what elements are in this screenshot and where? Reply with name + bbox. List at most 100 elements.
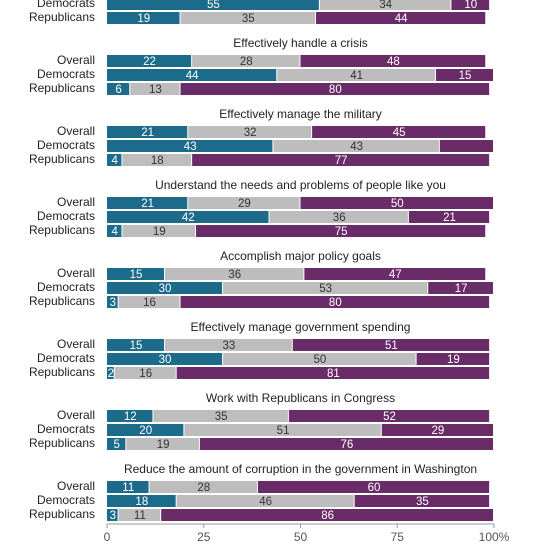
- bar-segment: [416, 353, 490, 365]
- bar-segment: [130, 83, 180, 95]
- value-label: 29: [238, 198, 251, 210]
- bar-segment: [107, 154, 122, 166]
- value-label: 16: [143, 297, 156, 309]
- category-label: Democrats: [37, 422, 95, 436]
- bar-segment: [107, 197, 188, 209]
- value-label: 21: [443, 212, 456, 224]
- bar-segment: [188, 197, 300, 209]
- bar-segment: [107, 353, 223, 365]
- bar-segment: [381, 424, 493, 436]
- value-label: 41: [350, 70, 363, 82]
- value-label: 60: [368, 482, 381, 494]
- value-label: 76: [341, 439, 354, 451]
- value-label: 20: [139, 425, 152, 437]
- bar-segment: [107, 12, 180, 24]
- value-label: 44: [186, 70, 199, 82]
- value-label: 6: [115, 84, 121, 96]
- value-label: 51: [277, 425, 290, 437]
- value-label: 19: [447, 354, 460, 366]
- bar-segment: [107, 424, 184, 436]
- bar-segment: [199, 438, 493, 450]
- bar-segment: [107, 83, 130, 95]
- group-title: Understand the needs and problems of peo…: [155, 178, 446, 192]
- value-label: 19: [137, 13, 150, 25]
- value-label: 28: [197, 482, 210, 494]
- group-title: Effectively manage government spending: [191, 320, 411, 334]
- bar-segment: [118, 509, 161, 521]
- bar-segment: [107, 55, 192, 67]
- bar-segment: [277, 69, 435, 81]
- value-label: 19: [157, 439, 170, 451]
- x-tick-label: 100%: [479, 530, 510, 544]
- value-label: 43: [184, 141, 197, 153]
- category-label: Democrats: [37, 351, 95, 365]
- value-label: 43: [350, 141, 363, 153]
- category-label: Republicans: [29, 507, 95, 521]
- value-label: 45: [393, 127, 406, 139]
- bar-segment: [118, 296, 180, 308]
- category-label: Republicans: [29, 81, 95, 95]
- value-label: 52: [383, 411, 396, 423]
- category-label: Overall: [57, 266, 95, 280]
- category-label: Democrats: [37, 0, 95, 10]
- value-label: 21: [141, 127, 154, 139]
- category-label: Overall: [57, 408, 95, 422]
- category-label: Overall: [57, 53, 95, 67]
- bar-segment: [315, 12, 486, 24]
- x-tick-label: 25: [197, 530, 211, 544]
- value-label: 18: [151, 155, 164, 167]
- value-label: 15: [130, 340, 143, 352]
- bar-segment: [165, 339, 292, 351]
- value-label: 46: [259, 496, 272, 508]
- value-label: 10: [464, 0, 477, 11]
- bar-segment: [180, 12, 315, 24]
- value-label: 36: [228, 269, 241, 281]
- category-label: Democrats: [37, 138, 95, 152]
- category-label: Overall: [57, 124, 95, 138]
- bar-segment: [107, 282, 223, 294]
- value-label: 22: [143, 56, 156, 68]
- value-label: 15: [130, 269, 143, 281]
- bar-segment: [107, 268, 165, 280]
- value-label: 77: [335, 155, 348, 167]
- value-label: 30: [159, 283, 172, 295]
- bar-segment: [435, 69, 493, 81]
- bar-segment: [107, 296, 118, 308]
- bar-segment: [122, 154, 192, 166]
- bar-segment: [184, 424, 381, 436]
- category-label: Republicans: [29, 152, 95, 166]
- value-label: 11: [134, 510, 146, 522]
- bar-segment: [300, 55, 486, 67]
- value-label: 36: [333, 212, 346, 224]
- category-label: Republicans: [29, 294, 95, 308]
- category-label: Democrats: [37, 209, 95, 223]
- value-label: 47: [389, 269, 402, 281]
- value-label: 21: [141, 198, 154, 210]
- value-label: 81: [327, 368, 340, 380]
- x-tick-label: 75: [391, 530, 405, 544]
- bar-segment: [122, 225, 196, 237]
- category-label: Democrats: [37, 280, 95, 294]
- bar-segment: [165, 268, 304, 280]
- value-label: 4: [112, 155, 119, 167]
- group-title: Effectively handle a crisis: [233, 36, 368, 50]
- category-label: Overall: [57, 195, 95, 209]
- bar-segment: [126, 438, 199, 450]
- bar-segment: [223, 353, 416, 365]
- category-label: Republicans: [29, 436, 95, 450]
- value-label: 19: [153, 226, 166, 238]
- bar-segment: [176, 367, 490, 379]
- bar-segment: [180, 296, 490, 308]
- value-label: 48: [387, 56, 400, 68]
- bar-segment: [153, 410, 288, 422]
- value-label: 30: [159, 354, 172, 366]
- group-title: Effectively manage the military: [219, 107, 382, 121]
- value-label: 80: [329, 84, 342, 96]
- bar-segment: [192, 55, 300, 67]
- bar-segment: [188, 126, 312, 138]
- bar-segment: [114, 367, 176, 379]
- bar-segment: [176, 495, 354, 507]
- value-label: 5: [113, 439, 119, 451]
- value-label: 53: [319, 283, 332, 295]
